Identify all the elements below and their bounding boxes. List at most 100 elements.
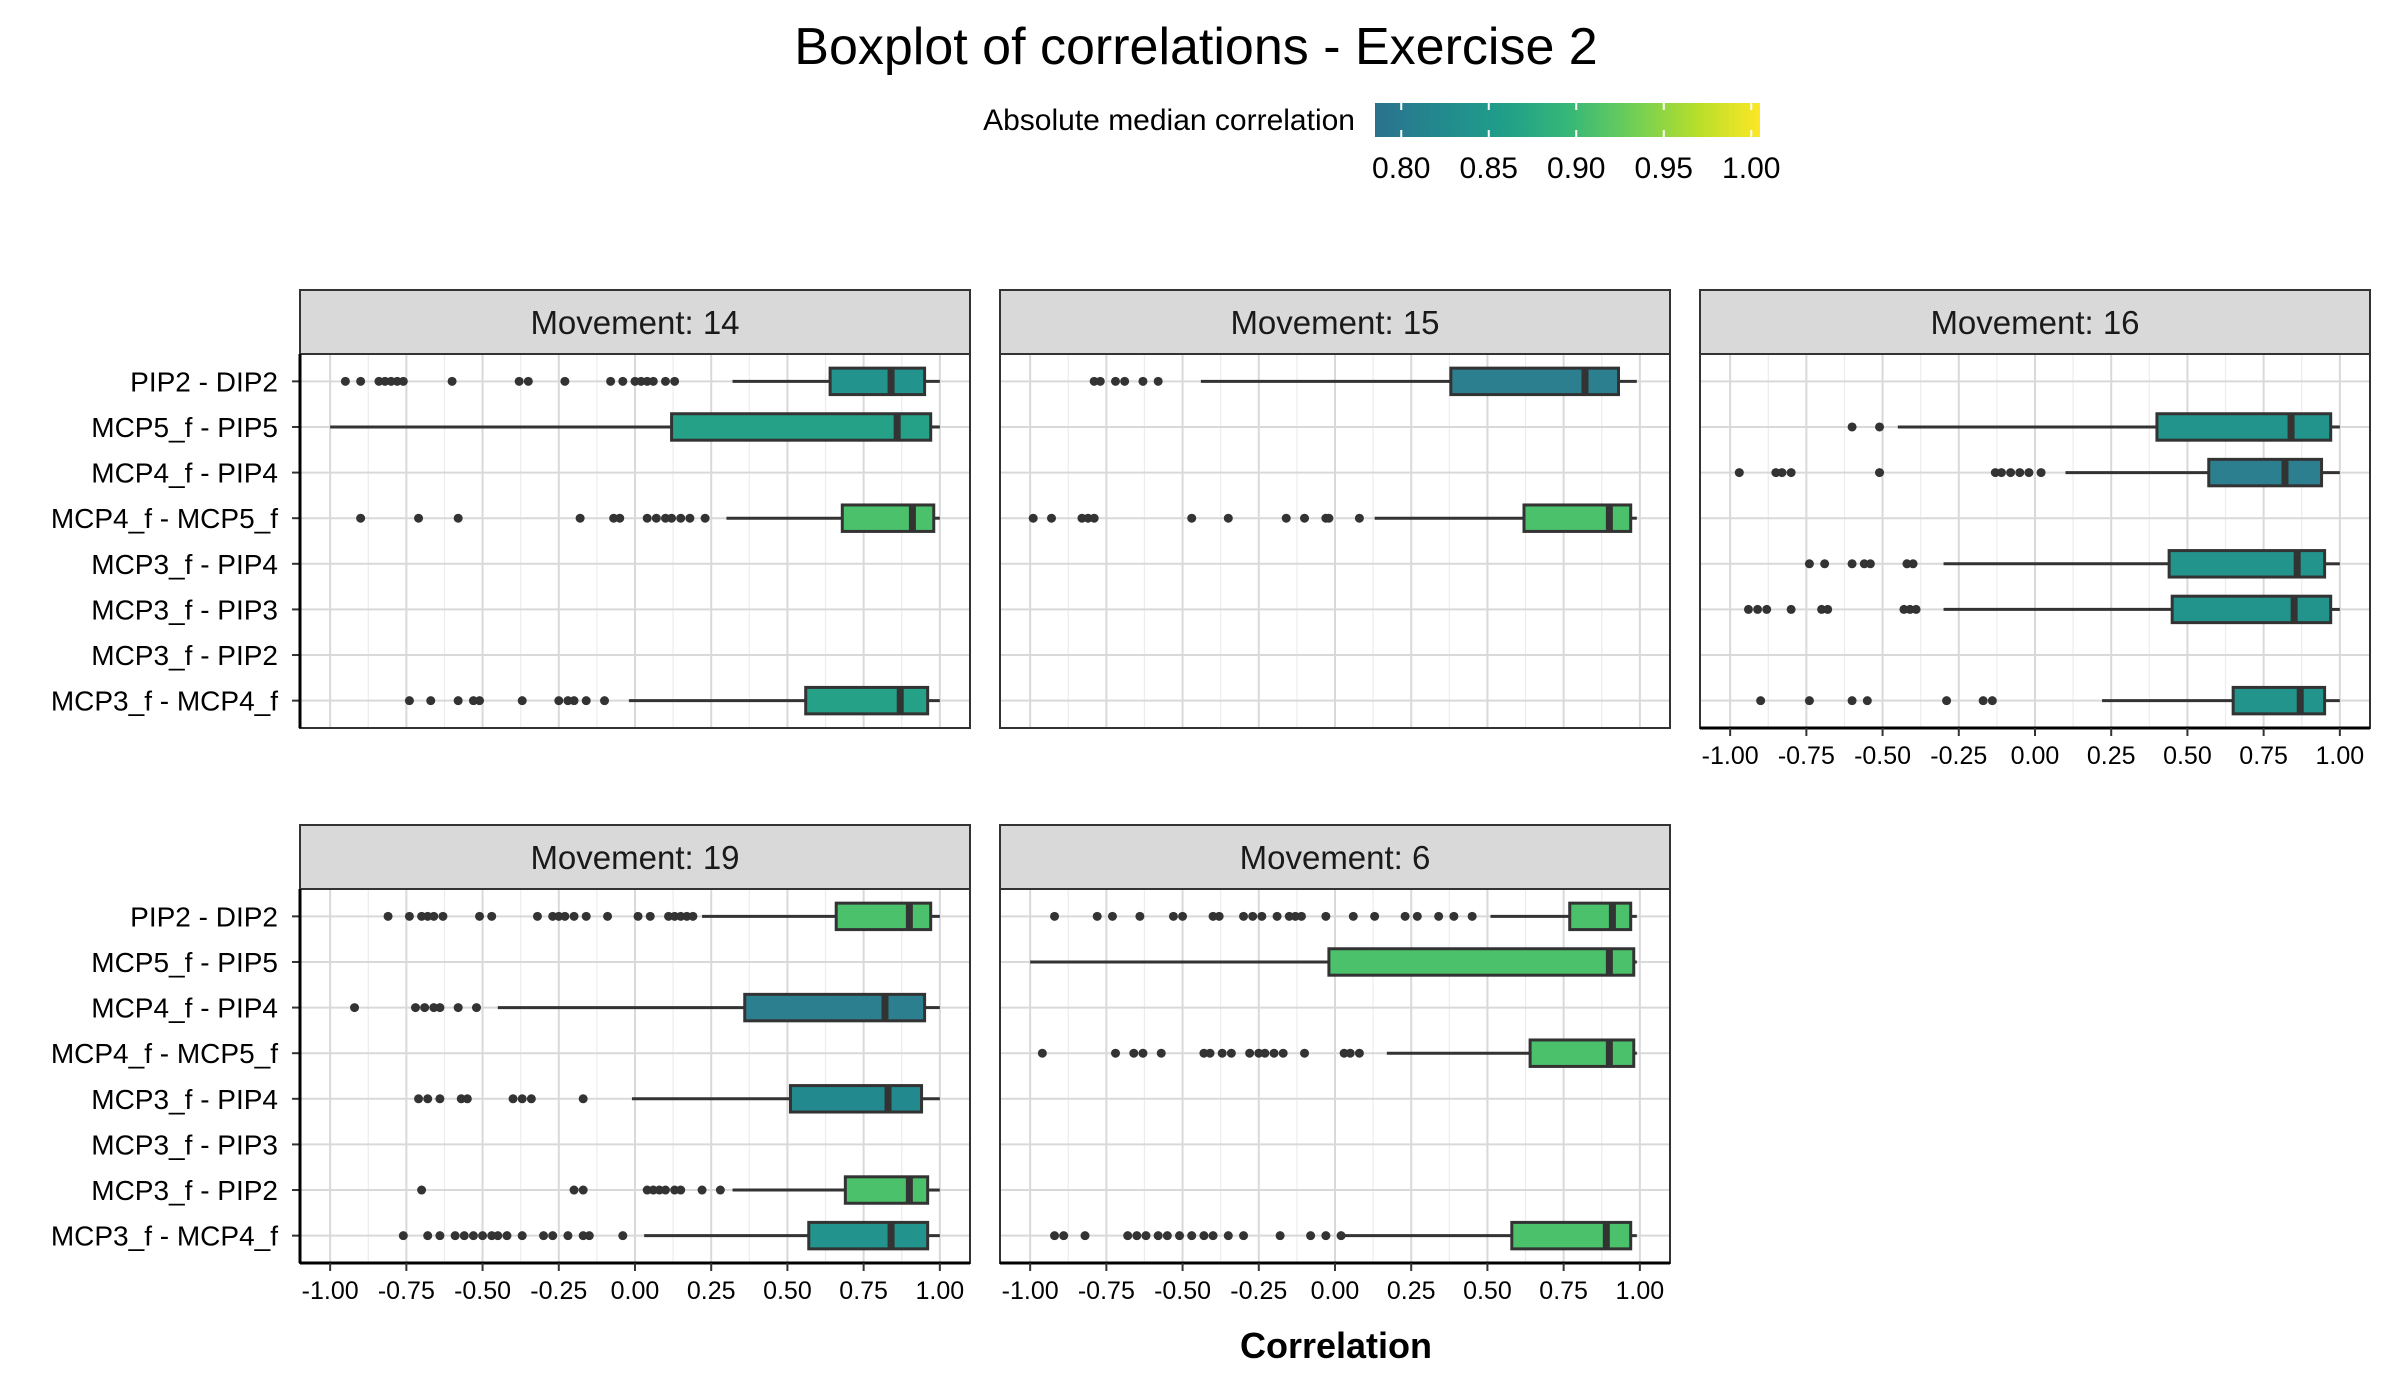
boxplot-mcp3-f-mcp4-f [404, 685, 940, 716]
outlier-point [356, 376, 366, 386]
outlier-point [1214, 911, 1224, 921]
x-tick-label: 0.50 [763, 1277, 812, 1305]
outlier-point [1129, 1048, 1139, 1058]
outlier-point [1135, 911, 1145, 921]
outlier-point [2036, 468, 2046, 478]
outlier-point [548, 1231, 558, 1241]
outlier-point [578, 1185, 588, 1195]
outlier-point [1111, 376, 1121, 386]
x-tick-label: 0.25 [1387, 1277, 1436, 1305]
outlier-point [685, 513, 695, 523]
outlier-point [1226, 1048, 1236, 1058]
outlier-point [1138, 376, 1148, 386]
outlier-point [517, 1231, 527, 1241]
x-tick-label: -0.50 [1854, 742, 1911, 770]
outlier-point [1199, 1231, 1209, 1241]
boxplot-pip2-dip2 [1050, 901, 1637, 932]
outlier-point [563, 1231, 573, 1241]
outlier-point [435, 1231, 445, 1241]
x-tick-label: 0.25 [2087, 742, 2136, 770]
outlier-point [383, 911, 393, 921]
outlier-point [478, 1231, 488, 1241]
outlier-point [1756, 696, 1766, 706]
x-tick-label: -0.25 [1230, 1277, 1287, 1305]
boxplot-mcp3-f-pip4 [1804, 549, 2340, 579]
outlier-point [1823, 604, 1833, 614]
outlier-point [1324, 513, 1334, 523]
outlier-point [1239, 911, 1249, 921]
boxplot-mcp4-f-mcp5-f [1037, 1038, 1637, 1068]
outlier-point [398, 376, 408, 386]
box-iqr [840, 503, 936, 533]
x-tick-label: -1.00 [302, 1277, 359, 1305]
facet-strip-label: Movement: 19 [530, 839, 739, 876]
x-tick-label: 0.75 [2239, 742, 2288, 770]
boxplot-pip2-dip2 [1089, 366, 1637, 397]
outlier-point [526, 1094, 536, 1104]
y-axis-category-label: MCP4_f - PIP4 [91, 993, 278, 1024]
outlier-point [1272, 911, 1282, 921]
outlier-point [1141, 1231, 1151, 1241]
outlier-point [1208, 1231, 1218, 1241]
outlier-point [1123, 1231, 1133, 1241]
outlier-point [2015, 468, 2025, 478]
boxplot-mcp3-f-pip2 [417, 1175, 940, 1205]
outlier-point [1223, 513, 1233, 523]
outlier-point [1111, 1048, 1121, 1058]
x-tick-label: -0.25 [1930, 742, 1987, 770]
box-iqr [1449, 366, 1621, 397]
outlier-point [1847, 696, 1857, 706]
outlier-point [1187, 513, 1197, 523]
box-iqr [834, 901, 933, 932]
boxplot-mcp5-f-pip5 [1030, 947, 1637, 977]
outlier-point [1223, 1231, 1233, 1241]
outlier-point [1743, 604, 1753, 614]
outlier-point [1260, 1048, 1270, 1058]
boxplot-mcp4-f-mcp5-f [1028, 503, 1637, 533]
outlier-point [1786, 468, 1796, 478]
outlier-point [453, 513, 463, 523]
outlier-point [1178, 911, 1188, 921]
outlier-point [404, 911, 414, 921]
outlier-point [1175, 1231, 1185, 1241]
outlier-point [633, 911, 643, 921]
outlier-point [697, 1185, 707, 1195]
box-iqr [2167, 549, 2327, 579]
outlier-point [468, 1231, 478, 1241]
box-iqr [2207, 457, 2324, 488]
boxplot-mcp4-f-mcp5-f [356, 503, 940, 533]
outlier-point [453, 1003, 463, 1013]
outlier-point [1217, 1048, 1227, 1058]
outlier-point [1786, 604, 1796, 614]
outlier-point [618, 376, 628, 386]
boxplot-pip2-dip2 [383, 901, 940, 932]
x-tick-label: 0.75 [839, 1277, 888, 1305]
outlier-point [615, 513, 625, 523]
outlier-point [1345, 1048, 1355, 1058]
outlier-point [508, 1094, 518, 1104]
outlier-point [2024, 468, 2034, 478]
outlier-point [350, 1003, 360, 1013]
outlier-point [1306, 1231, 1316, 1241]
y-axis-category-label: MCP5_f - PIP5 [91, 412, 278, 443]
outlier-point [1050, 911, 1060, 921]
outlier-point [429, 911, 439, 921]
outlier-point [1908, 559, 1918, 569]
box-iqr [788, 1084, 924, 1114]
y-axis-category-label: MCP5_f - PIP5 [91, 947, 278, 978]
outlier-point [1321, 911, 1331, 921]
outlier-point [1875, 468, 1885, 478]
outlier-point [1162, 1231, 1172, 1241]
x-tick-label: 0.50 [2163, 742, 2212, 770]
outlier-point [1321, 1231, 1331, 1241]
box-iqr [743, 992, 927, 1023]
facet-panel: Movement: 14 PIP2 - DIP2 MCP5_f - PIP5 MCP4… [51, 289, 971, 729]
outlier-point [1336, 1231, 1346, 1241]
outlier-point [1434, 911, 1444, 921]
outlier-point [475, 911, 485, 921]
y-axis-category-label: PIP2 - DIP2 [130, 366, 278, 397]
box-iqr [2231, 685, 2327, 716]
boxplot-mcp3-f-mcp4-f [1756, 685, 2340, 716]
x-tick-label: -0.50 [454, 1277, 511, 1305]
